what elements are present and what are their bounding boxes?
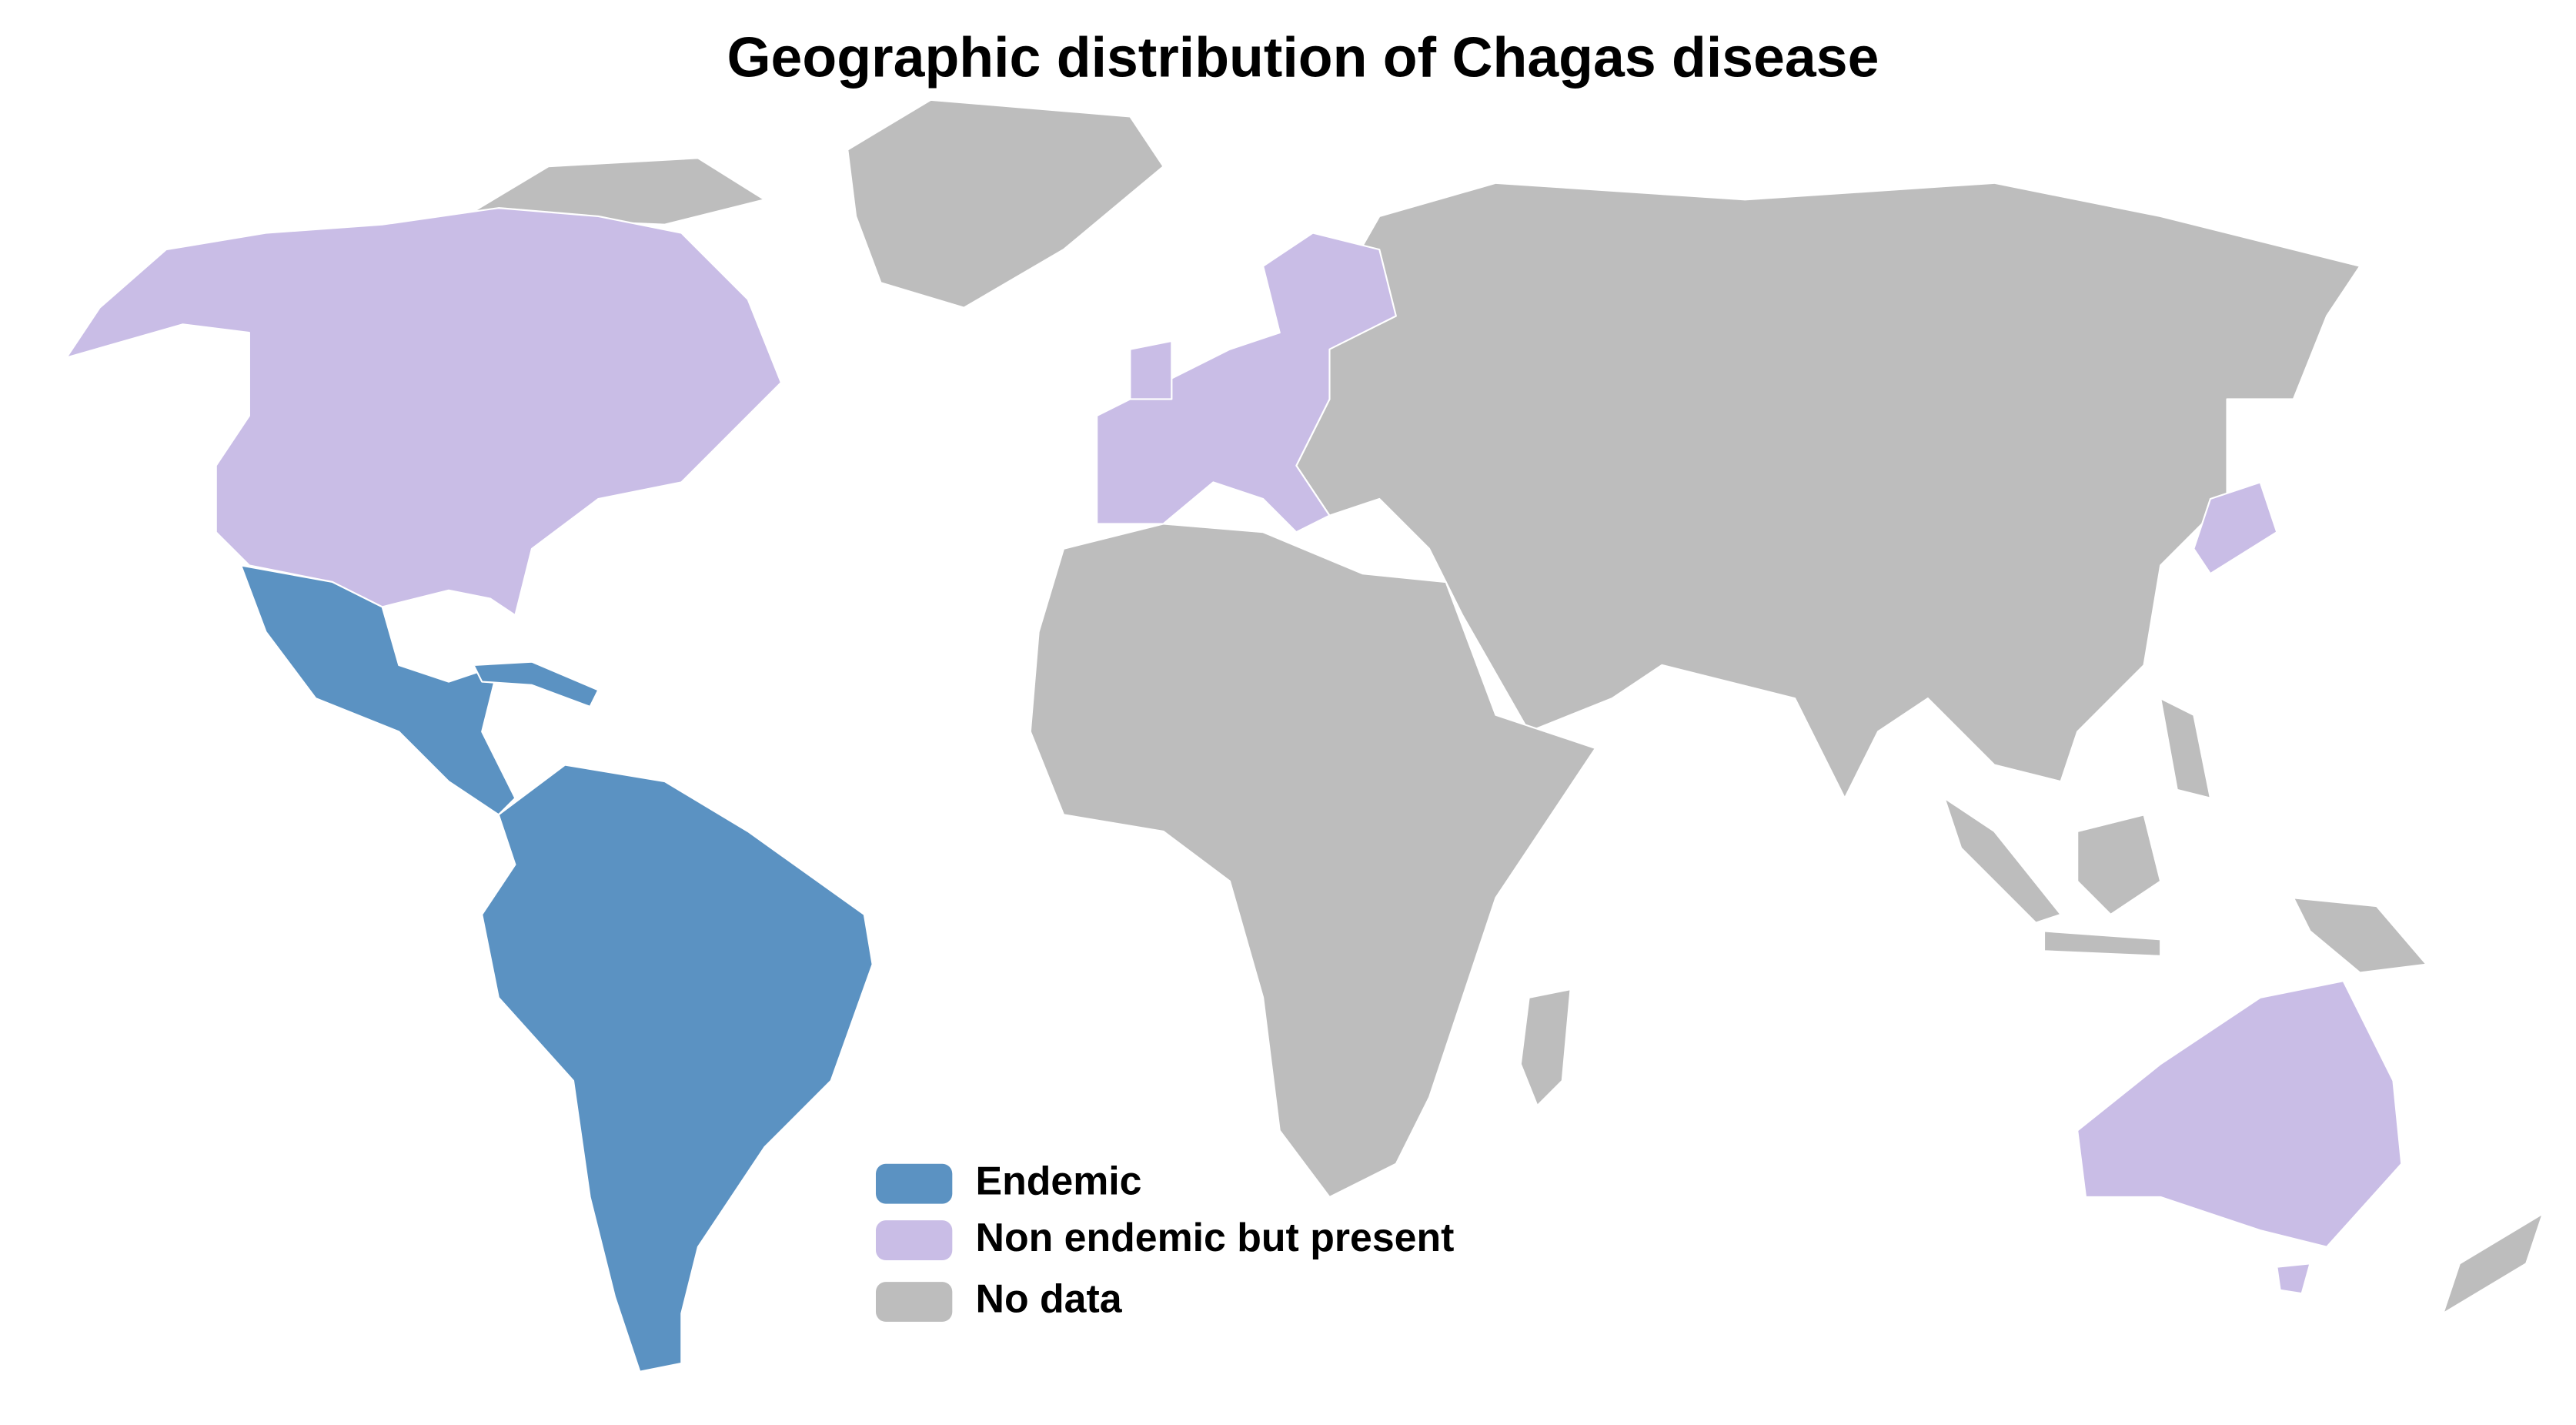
caribbean (473, 661, 600, 708)
south-america (481, 764, 874, 1373)
japan (2193, 481, 2278, 575)
africa (1029, 523, 1597, 1199)
legend-swatch (875, 1163, 953, 1204)
north-america (65, 207, 782, 617)
madagascar (1519, 988, 1572, 1107)
central-america (240, 564, 516, 816)
java (2043, 930, 2162, 957)
australia (2077, 980, 2403, 1248)
legend-label: Endemic (976, 1158, 1142, 1203)
new-guinea (2292, 897, 2427, 974)
asia (1295, 182, 2361, 799)
legend-label: No data (976, 1276, 1123, 1321)
british-isles (1129, 340, 1173, 400)
greenland (847, 99, 1164, 309)
europe (1096, 232, 1397, 534)
tasmania (2276, 1263, 2311, 1295)
sumatra (1943, 797, 2062, 924)
map-title: Geographic distribution of Chagas diseas… (727, 26, 1879, 89)
legend-label: Non endemic but present (976, 1215, 1455, 1259)
borneo (2077, 814, 2162, 915)
world-map (65, 99, 2544, 1373)
legend: Endemic Non endemic but present No data (875, 1158, 1455, 1322)
philippines (2160, 697, 2212, 799)
new-zealand (2442, 1213, 2544, 1315)
legend-swatch (875, 1220, 953, 1261)
legend-swatch (875, 1282, 953, 1322)
